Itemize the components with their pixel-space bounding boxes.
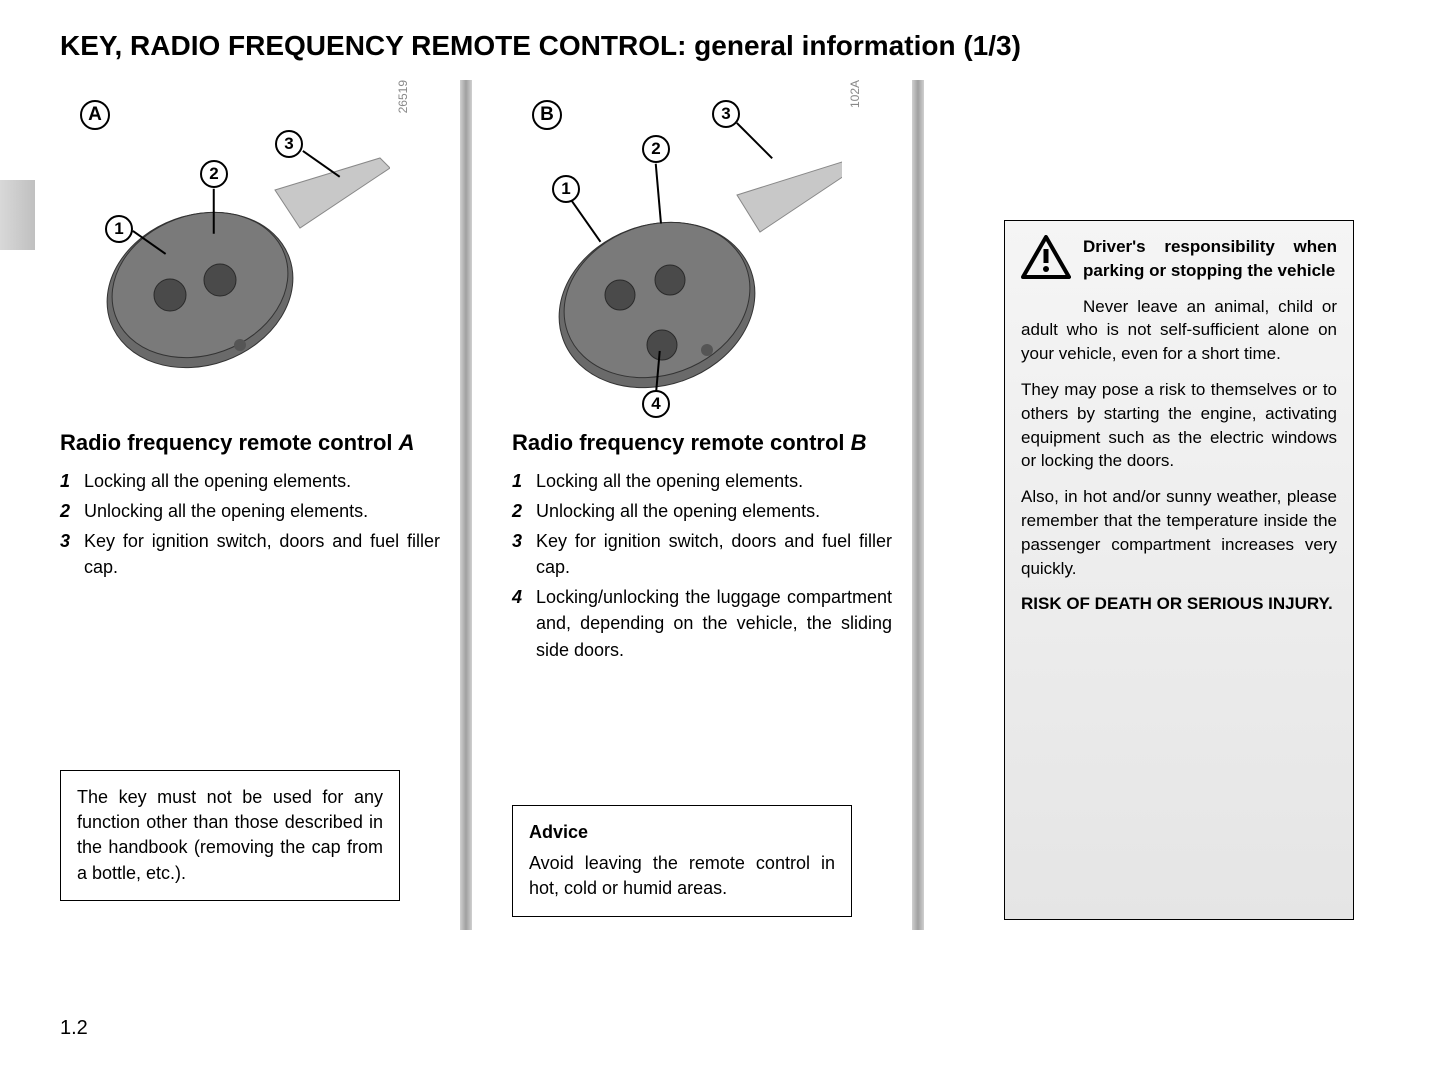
list-item: 1Locking all the opening elements. [60,468,440,494]
heading-b-suffix: B [851,430,867,455]
callout-a3: 3 [275,130,303,158]
section-heading-b: Radio frequency remote control B [512,430,892,456]
list-item: 3Key for ignition switch, doors and fuel… [60,528,440,580]
callout-b2: 2 [642,135,670,163]
column-c: Driver's responsibility when parking or … [1004,80,1354,930]
callout-b1: 1 [552,175,580,203]
note-b-text: Avoid leaving the remote control in hot,… [529,851,835,901]
column-divider-1 [460,80,472,930]
section-tab [0,180,35,250]
key-b-svg [542,150,842,420]
heading-a-prefix: Radio frequency remote control [60,430,399,455]
column-b: B 102A 1 2 3 4 [512,80,892,930]
note-b-heading: Advice [529,820,835,845]
warning-p2: They may pose a risk to themselves or to… [1021,378,1337,473]
warning-p1: Never leave an animal, child or adult wh… [1021,295,1337,366]
diagram-label-a: A [80,100,110,130]
note-box-b: Advice Avoid leaving the remote control … [512,805,852,917]
column-a: A 26519 1 2 3 Radio frequency remo [60,80,440,930]
page-title: KEY, RADIO FREQUENCY REMOTE CONTROL: gen… [60,30,1385,62]
content-columns: A 26519 1 2 3 Radio frequency remo [60,80,1385,930]
warning-triangle-icon [1021,235,1071,279]
note-box-a: The key must not be used for any functio… [60,770,400,901]
callout-line-a2 [213,189,215,234]
callout-b3: 3 [712,100,740,128]
warning-title: Driver's responsibility when parking or … [1083,235,1337,283]
list-item: 2Unlocking all the opening elements. [512,498,892,524]
heading-a-suffix: A [399,430,415,455]
callout-b4: 4 [642,390,670,418]
key-diagram-a: A 26519 1 2 3 [60,80,400,420]
key-a-svg [90,150,390,400]
page-number: 1.2 [60,1017,88,1040]
warning-box: Driver's responsibility when parking or … [1004,220,1354,920]
diagram-label-b: B [532,100,562,130]
note-a-text: The key must not be used for any functio… [77,785,383,886]
callout-a2: 2 [200,160,228,188]
image-code-b: 102A [848,80,862,108]
list-item: 3Key for ignition switch, doors and fuel… [512,528,892,580]
list-item: 2Unlocking all the opening elements. [60,498,440,524]
warning-p3: Also, in hot and/or sunny weather, pleas… [1021,485,1337,580]
list-b: 1Locking all the opening elements. 2Unlo… [512,468,892,663]
page-content: KEY, RADIO FREQUENCY REMOTE CONTROL: gen… [0,0,1445,950]
list-a: 1Locking all the opening elements. 2Unlo… [60,468,440,580]
heading-b-prefix: Radio frequency remote control [512,430,851,455]
list-item: 4Locking/unlocking the luggage compartme… [512,584,892,662]
warning-header: Driver's responsibility when parking or … [1021,235,1337,283]
key-diagram-b: B 102A 1 2 3 4 [512,80,852,420]
list-item: 1Locking all the opening elements. [512,468,892,494]
image-code-a: 26519 [396,80,410,113]
column-divider-2 [912,80,924,930]
warning-risk: RISK OF DEATH OR SERIOUS INJURY. [1021,592,1337,616]
section-heading-a: Radio frequency remote control A [60,430,440,456]
callout-a1: 1 [105,215,133,243]
